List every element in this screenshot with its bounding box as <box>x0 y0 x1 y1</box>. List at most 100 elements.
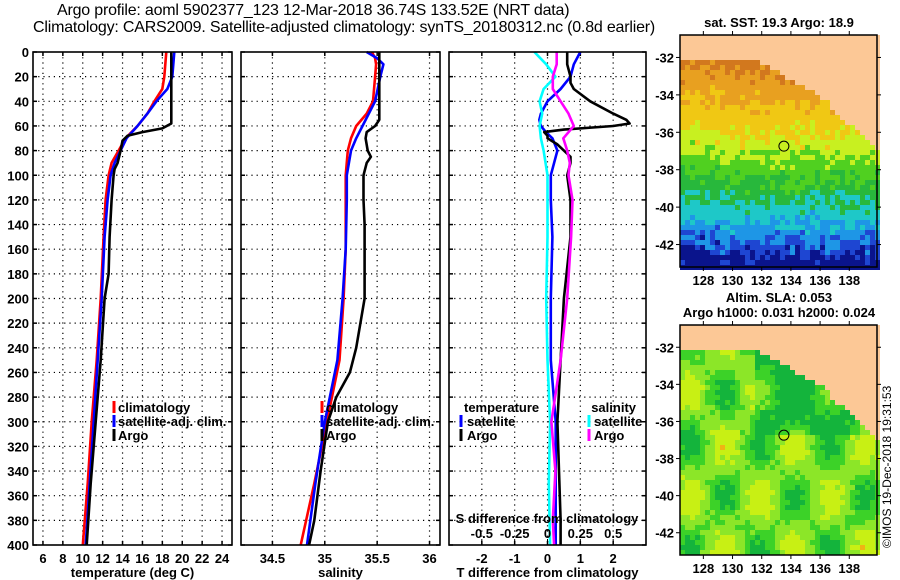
map-cell <box>870 80 875 85</box>
map-cell <box>790 420 795 425</box>
map-cell <box>745 135 750 140</box>
map-cell <box>835 70 840 75</box>
map-cell <box>840 40 845 45</box>
map-cell <box>750 115 755 120</box>
map-cell <box>850 420 855 425</box>
map-cell <box>755 540 760 545</box>
map-cell <box>855 215 860 220</box>
lat-tick-label: -42 <box>655 526 674 541</box>
map-cell <box>790 250 795 255</box>
map-cell <box>700 245 705 250</box>
map-cell <box>770 335 775 340</box>
map-cell <box>835 50 840 55</box>
y-tick-label: 20 <box>15 70 29 85</box>
map-cell <box>755 530 760 535</box>
map-cell <box>840 205 845 210</box>
map-cell <box>825 185 830 190</box>
map-cell <box>760 75 765 80</box>
map-cell <box>855 435 860 440</box>
map-cell <box>845 175 850 180</box>
map-cell <box>725 460 730 465</box>
map-cell <box>775 85 780 90</box>
map-cell <box>685 110 690 115</box>
temperature-profile-panel: 0204060801001201401601802002202402602803… <box>7 45 233 580</box>
map-cell <box>775 355 780 360</box>
map-cell <box>870 190 875 195</box>
map-cell <box>690 160 695 165</box>
map-cell <box>685 240 690 245</box>
map-cell <box>820 50 825 55</box>
map-cell <box>720 325 725 330</box>
map-cell <box>690 150 695 155</box>
map-cell <box>870 425 875 430</box>
map-cell <box>730 160 735 165</box>
map-cell <box>700 520 705 525</box>
map-cell <box>840 150 845 155</box>
map-cell <box>855 180 860 185</box>
map-cell <box>700 105 705 110</box>
map-cell <box>720 145 725 150</box>
map-cell <box>740 255 745 260</box>
map-cell <box>845 345 850 350</box>
map-cell <box>745 455 750 460</box>
map-cell <box>765 445 770 450</box>
map-cell <box>855 70 860 75</box>
map-cell <box>870 365 875 370</box>
map-cell <box>820 260 825 265</box>
map-cell <box>825 260 830 265</box>
map-cell <box>835 85 840 90</box>
map-cell <box>720 125 725 130</box>
map-cell <box>840 210 845 215</box>
map-cell <box>810 420 815 425</box>
map-cell <box>770 40 775 45</box>
map-cell <box>740 540 745 545</box>
map-cell <box>770 330 775 335</box>
map-cell <box>755 485 760 490</box>
map-cell <box>790 335 795 340</box>
map-cell <box>730 360 735 365</box>
map-cell <box>720 80 725 85</box>
map-cell <box>850 375 855 380</box>
map-cell <box>810 325 815 330</box>
map-cell <box>765 470 770 475</box>
map-cell <box>690 190 695 195</box>
map-cell <box>680 130 685 135</box>
map-cell <box>790 540 795 545</box>
map-cell <box>725 395 730 400</box>
map-cell <box>790 130 795 135</box>
map-cell <box>870 250 875 255</box>
map-cell <box>780 230 785 235</box>
map-cell <box>690 475 695 480</box>
map-cell <box>790 245 795 250</box>
map-cell <box>790 220 795 225</box>
map-cell <box>860 405 865 410</box>
map-cell <box>715 35 720 40</box>
map-cell <box>830 330 835 335</box>
map-cell <box>780 180 785 185</box>
map-cell <box>860 245 865 250</box>
map-cell <box>720 515 725 520</box>
map-cell <box>775 545 780 550</box>
map-cell <box>845 40 850 45</box>
map-cell <box>705 520 710 525</box>
map-cell <box>810 370 815 375</box>
map-cell <box>770 190 775 195</box>
map-cell <box>820 125 825 130</box>
map-cell <box>735 255 740 260</box>
map-cell <box>775 35 780 40</box>
map-cell <box>710 145 715 150</box>
map-cell <box>745 190 750 195</box>
map-cell <box>680 210 685 215</box>
map-cell <box>865 520 870 525</box>
map-cell <box>870 450 875 455</box>
map-cell <box>745 35 750 40</box>
map-cell <box>860 410 865 415</box>
map-cell <box>740 210 745 215</box>
map-cell <box>685 220 690 225</box>
map-cell <box>865 380 870 385</box>
map-cell <box>840 355 845 360</box>
map-cell <box>740 135 745 140</box>
map-cell <box>690 545 695 550</box>
map-cell <box>785 225 790 230</box>
map-cell <box>820 400 825 405</box>
